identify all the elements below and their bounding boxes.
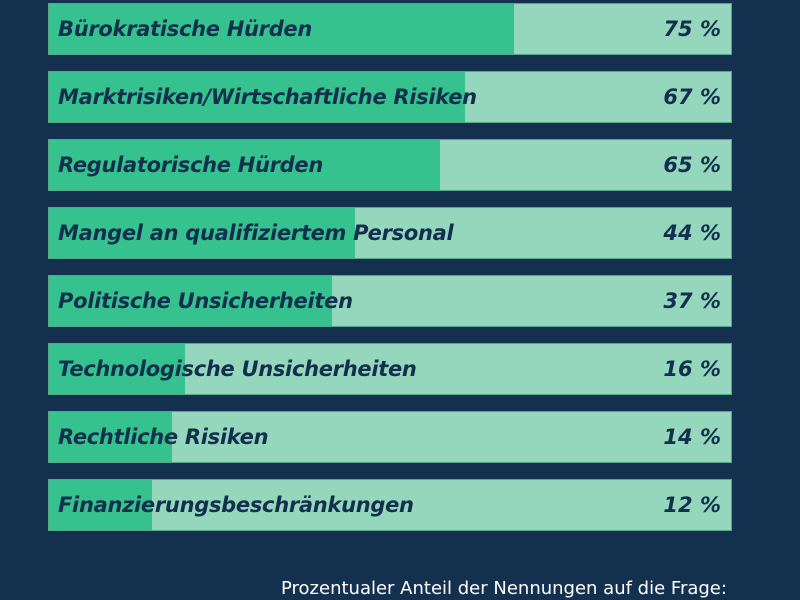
bar-label: Rechtliche Risiken (58, 425, 269, 449)
bar-fill (49, 72, 465, 122)
bar-value: 65 % (663, 153, 721, 177)
bar-fill (49, 208, 355, 258)
bar-label: Marktrisiken/Wirtschaftliche Risiken (58, 85, 477, 109)
bar-label: Regulatorische Hürden (58, 153, 323, 177)
bar-row: Politische Unsicherheiten 37 % (48, 275, 732, 327)
bar-fill (49, 276, 332, 326)
bar-fill (49, 344, 185, 394)
bar-value: 12 % (663, 493, 721, 517)
bar-value: 44 % (663, 221, 721, 245)
bar-row: Bürokratische Hürden 75 % (48, 3, 732, 55)
bar-row: Marktrisiken/Wirtschaftliche Risiken 67 % (48, 71, 732, 123)
bar-label: Finanzierungsbeschränkungen (58, 493, 414, 517)
bar-fill (49, 4, 514, 54)
bar-row: Rechtliche Risiken 14 % (48, 411, 732, 463)
bar-label: Technologische Unsicherheiten (58, 357, 417, 381)
bar-row: Technologische Unsicherheiten 16 % (48, 343, 732, 395)
bar-row: Regulatorische Hürden 65 % (48, 139, 732, 191)
bar-row: Finanzierungsbeschränkungen 12 % (48, 479, 732, 531)
bar-value: 75 % (663, 17, 721, 41)
bar-fill (49, 480, 152, 530)
bar-label: Politische Unsicherheiten (58, 289, 353, 313)
bar-label: Mangel an qualifiziertem Personal (58, 221, 454, 245)
bar-fill (49, 412, 172, 462)
bar-value: 67 % (663, 85, 721, 109)
bar-value: 16 % (663, 357, 721, 381)
bar-label: Bürokratische Hürden (58, 17, 313, 41)
chart-footnote: Prozentualer Anteil der Nennungen auf di… (281, 578, 727, 599)
bar-value: 37 % (663, 289, 721, 313)
bar-row: Mangel an qualifiziertem Personal 44 % (48, 207, 732, 259)
bar-fill (49, 140, 440, 190)
bar-value: 14 % (663, 425, 721, 449)
